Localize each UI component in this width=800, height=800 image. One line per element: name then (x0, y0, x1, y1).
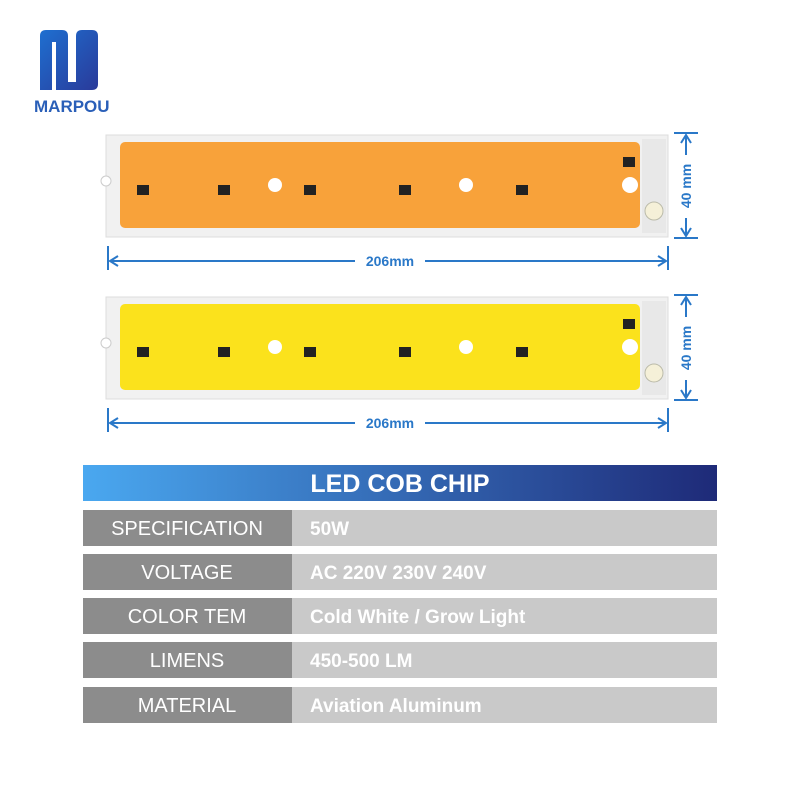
chip-image (100, 296, 669, 400)
chip-image (100, 134, 669, 238)
row-value: Cold White / Grow Light (310, 607, 526, 628)
label-cell (83, 642, 292, 678)
row-label: COLOR TEM (128, 606, 247, 628)
logo: MARPOU (34, 30, 110, 116)
table-header (83, 465, 717, 501)
label-cell (83, 510, 292, 546)
value-cell (292, 598, 717, 634)
label-cell (83, 598, 292, 634)
row-label: SPECIFICATION (111, 518, 263, 540)
height-label: 40 mm (678, 164, 694, 208)
dimension-lines (107, 132, 698, 432)
row-value: 450-500 LM (310, 651, 412, 672)
row-value: AC 220V 230V 240V (310, 563, 487, 584)
label-cell (83, 687, 292, 723)
value-cell (292, 510, 717, 546)
width-label: 206mm (366, 415, 414, 431)
row-label: LIMENS (150, 650, 224, 672)
table-rows: SPECIFICATION 50W VOLTAGE AC 220V 230V 240V… (83, 510, 717, 723)
chip-parts (137, 157, 638, 195)
value-cell (292, 554, 717, 590)
brand: MARPOU (34, 97, 110, 116)
value-cell (292, 687, 717, 723)
label-cell (83, 554, 292, 590)
chip-parts (137, 319, 638, 357)
width-label: 206mm (366, 253, 414, 269)
row-value: 50W (310, 519, 349, 540)
row-label: MATERIAL (138, 695, 237, 717)
row-value: Aviation Aluminum (310, 696, 482, 717)
value-cell (292, 642, 717, 678)
table-title: LED COB CHIP (310, 470, 489, 498)
height-label: 40 mm (678, 326, 694, 370)
row-label: VOLTAGE (141, 562, 233, 584)
